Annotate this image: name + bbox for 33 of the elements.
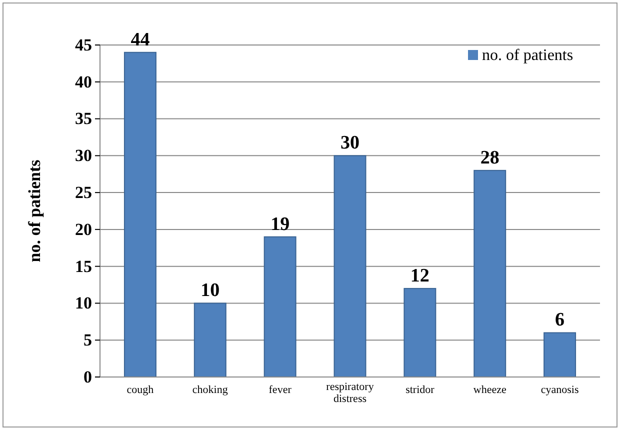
data-label: 30 xyxy=(340,132,360,154)
legend-label: no. of patients xyxy=(482,47,574,64)
y-tick-label: 25 xyxy=(75,182,92,202)
y-tick-label: 15 xyxy=(75,256,92,276)
data-label: 10 xyxy=(200,280,220,302)
y-tick-label: 35 xyxy=(75,109,92,128)
bar xyxy=(264,236,296,378)
x-tick-label: stridor xyxy=(406,384,435,396)
y-tick-label: 0 xyxy=(84,367,92,386)
data-label: 19 xyxy=(270,214,290,235)
x-tick-label: cyanosis xyxy=(540,384,579,396)
bar xyxy=(404,288,436,378)
data-label: 28 xyxy=(480,147,500,168)
bar xyxy=(124,52,156,378)
y-tick-label: 45 xyxy=(75,35,92,54)
data-label: 44 xyxy=(130,29,150,50)
y-tick-label: 30 xyxy=(75,146,92,166)
y-axis-title: no. of patients xyxy=(25,159,44,262)
data-label: 12 xyxy=(410,265,430,286)
x-tick-label: cough xyxy=(126,384,154,396)
bar xyxy=(474,170,506,378)
x-tick-label: fever xyxy=(268,384,292,396)
x-tick-label: respiratory distress xyxy=(326,380,374,405)
bar xyxy=(194,302,226,378)
data-label: 6 xyxy=(555,310,565,331)
bar xyxy=(334,155,366,378)
y-tick-label: 40 xyxy=(75,72,92,92)
x-tick-label: wheeze xyxy=(473,384,506,396)
y-tick-label: 20 xyxy=(75,220,92,239)
x-tick-label: choking xyxy=(192,384,228,396)
y-tick-label: 5 xyxy=(84,330,92,350)
y-tick-label: 10 xyxy=(75,294,92,313)
bar xyxy=(544,332,576,378)
